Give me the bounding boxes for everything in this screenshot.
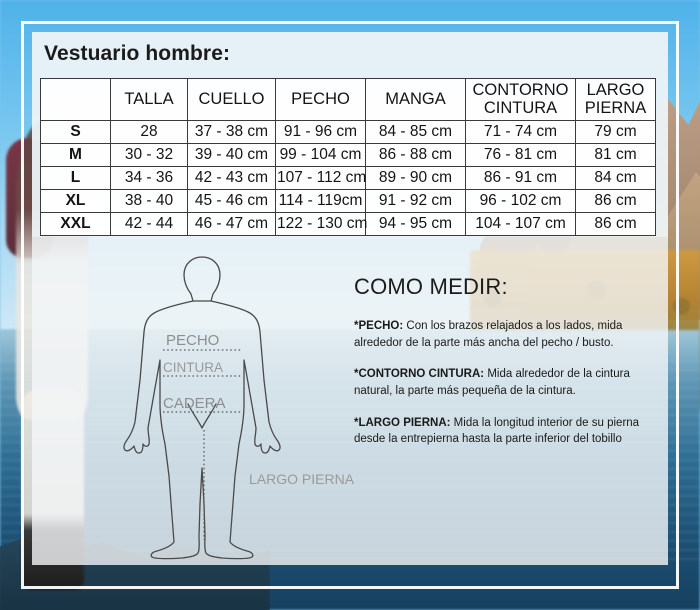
cell-cuello: 37 - 38 cm: [187, 120, 276, 144]
cell-contorno-cintura: 96 - 102 cm: [465, 189, 576, 213]
cell-manga: 91 - 92 cm: [365, 189, 466, 213]
cell-size: XXL: [40, 212, 111, 236]
measure-note-contorno-cintura: *CONTORNO CINTURA: Mida alrededor de la …: [354, 366, 654, 399]
how-to-measure-section: COMO MEDIR: *PECHO: Con los brazos relaj…: [354, 274, 654, 463]
table-row: M 30 - 32 39 - 40 cm 99 - 104 cm 86 - 88…: [40, 143, 656, 167]
size-chart-table: TALLA CUELLO PECHO MANGA CONTORNO CINTUR…: [40, 78, 656, 236]
label-largo-pierna: LARGO PIERNA: [249, 471, 355, 487]
decorative-border-frame: [21, 21, 679, 589]
cell-cuello: 46 - 47 cm: [187, 212, 276, 236]
cell-contorno-cintura: 104 - 107 cm: [465, 212, 576, 236]
measure-term-largo-pierna: *LARGO PIERNA:: [354, 416, 451, 429]
header-line-2: PIERNA: [584, 98, 647, 117]
cell-contorno-cintura: 71 - 74 cm: [465, 120, 576, 144]
measure-text-contorno-cintura: Mida alrededor de la cintura natural, la…: [354, 368, 630, 398]
table-row: S 28 37 - 38 cm 91 - 96 cm 84 - 85 cm 71…: [40, 120, 656, 144]
cell-largo-pierna: 79 cm: [575, 120, 656, 144]
cell-cuello: 42 - 43 cm: [187, 166, 276, 190]
label-pecho: PECHO: [166, 332, 219, 349]
measure-term-contorno-cintura: *CONTORNO CINTURA:: [354, 368, 485, 381]
page-title: Vestuario hombre:: [44, 42, 231, 65]
cell-cuello: 39 - 40 cm: [187, 143, 276, 167]
cell-manga: 89 - 90 cm: [365, 166, 466, 190]
how-to-measure-heading: COMO MEDIR:: [354, 274, 508, 299]
table-header-row: TALLA CUELLO PECHO MANGA CONTORNO CINTUR…: [40, 78, 656, 121]
table-header-cuello: CUELLO: [187, 78, 276, 121]
cell-pecho: 107 - 112 cm: [275, 166, 366, 190]
table-header-talla: TALLA: [110, 78, 188, 121]
measure-text-largo-pierna: Mida la longitud interior de su pierna d…: [354, 416, 640, 446]
header-line-1: CONTORNO: [472, 81, 569, 100]
cell-pecho: 114 - 119cm: [275, 189, 366, 213]
table-row: XL 38 - 40 45 - 46 cm 114 - 119cm 91 - 9…: [40, 189, 656, 213]
label-cintura: CINTURA: [163, 360, 223, 375]
table-header-largo-pierna: LARGO PIERNA: [575, 78, 656, 121]
cell-talla: 34 - 36: [110, 166, 188, 190]
cell-size: L: [40, 166, 111, 190]
label-cadera: CADERA: [163, 395, 226, 412]
cell-manga: 84 - 85 cm: [365, 120, 466, 144]
male-body-outline-icon: [123, 256, 281, 560]
table-row: L 34 - 36 42 - 43 cm 107 - 112 cm 89 - 9…: [40, 166, 656, 190]
cell-largo-pierna: 86 cm: [575, 212, 656, 236]
cell-contorno-cintura: 86 - 91 cm: [465, 166, 576, 190]
cell-size: M: [40, 143, 111, 167]
table-header-manga: MANGA: [365, 78, 466, 121]
cell-largo-pierna: 81 cm: [575, 143, 656, 167]
measure-text-pecho: Con los brazos relajados a los lados, mi…: [354, 320, 623, 349]
measure-term-pecho: *PECHO:: [354, 320, 404, 332]
size-chart-panel: Vestuario hombre: TALLA CUELLO PECHO MAN…: [32, 32, 668, 565]
cell-largo-pierna: 86 cm: [575, 189, 656, 213]
header-line-1: LARGO: [586, 81, 645, 100]
cell-manga: 94 - 95 cm: [365, 212, 466, 236]
table-row: XXL 42 - 44 46 - 47 cm 122 - 130 cm 94 -…: [40, 212, 656, 236]
cell-talla: 38 - 40: [110, 189, 188, 213]
cell-size: XL: [40, 189, 111, 213]
cell-pecho: 99 - 104 cm: [275, 143, 366, 167]
cell-pecho: 91 - 96 cm: [275, 120, 366, 144]
cell-size: S: [40, 120, 111, 144]
body-measurement-diagram: PECHO CINTURA CADERA LARGO PIERNA: [122, 254, 357, 564]
cell-largo-pierna: 84 cm: [575, 166, 656, 190]
cell-talla: 42 - 44: [110, 212, 188, 236]
cell-manga: 86 - 88 cm: [365, 143, 466, 167]
cell-cuello: 45 - 46 cm: [187, 189, 276, 213]
cell-talla: 30 - 32: [110, 143, 188, 167]
measurement-dotted-lines: [163, 349, 241, 540]
cell-contorno-cintura: 76 - 81 cm: [465, 143, 576, 167]
table-header-blank: [40, 78, 111, 121]
table-header-pecho: PECHO: [275, 78, 366, 121]
cell-pecho: 122 - 130 cm: [275, 212, 367, 236]
table-header-contorno-cintura: CONTORNO CINTURA: [465, 78, 576, 121]
measure-note-pecho: *PECHO: Con los brazos relajados a los l…: [354, 318, 654, 351]
measure-note-largo-pierna: *LARGO PIERNA: Mida la longitud interior…: [354, 415, 654, 448]
header-line-2: CINTURA: [483, 98, 558, 117]
cell-talla: 28: [110, 120, 188, 144]
